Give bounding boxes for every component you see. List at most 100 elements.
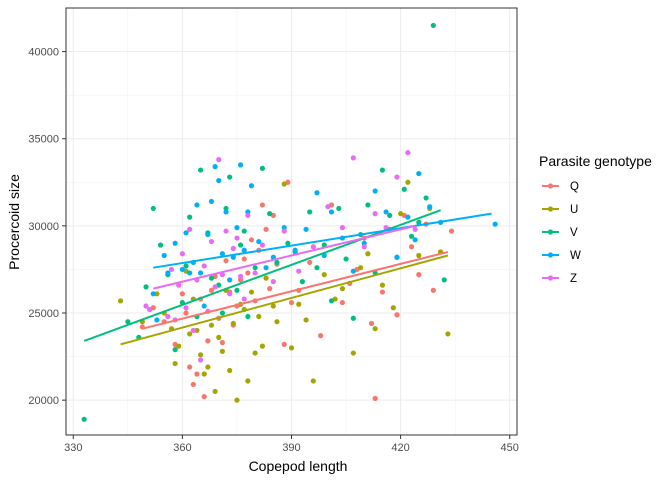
legend-label: Q [570, 181, 579, 193]
trend-line-q [142, 251, 449, 330]
point-q [408, 244, 415, 250]
point-z [143, 303, 149, 309]
point-w [256, 238, 262, 245]
point-u [248, 289, 255, 295]
y-tick-label: 20000 [28, 395, 59, 407]
point-z [241, 296, 247, 302]
point-u [390, 305, 396, 311]
trend-line-u [120, 254, 449, 346]
point-v [307, 209, 313, 215]
legend-item-w: W [542, 250, 581, 262]
point-w [372, 188, 378, 194]
x-tick-label: 360 [173, 442, 191, 454]
legend-item-z: Z [542, 273, 577, 285]
point-z [216, 157, 222, 163]
point-z [168, 266, 175, 273]
point-u [310, 378, 316, 384]
point-v [245, 313, 251, 320]
point-u [205, 364, 211, 370]
point-w [183, 230, 189, 236]
point-w [405, 214, 411, 220]
point-z [212, 284, 218, 290]
point-v [227, 174, 233, 180]
point-q [372, 395, 378, 401]
point-q [430, 287, 436, 293]
point-q [263, 226, 269, 232]
point-v [197, 167, 204, 173]
point-z [208, 238, 215, 245]
point-z [223, 228, 229, 234]
point-w [179, 266, 185, 273]
point-u [230, 320, 236, 327]
point-u [117, 298, 124, 304]
point-z [190, 327, 196, 334]
point-u [197, 352, 204, 358]
trend-line-z [153, 224, 416, 290]
point-z [234, 235, 240, 241]
point-q [194, 371, 200, 377]
point-z [165, 313, 171, 320]
point-w [205, 231, 211, 238]
point-u [187, 331, 193, 337]
point-u [212, 388, 218, 395]
point-u [252, 350, 258, 356]
point-z [147, 306, 153, 313]
point-w [263, 265, 269, 271]
point-q [339, 299, 346, 306]
point-u [296, 301, 302, 307]
legend-label: Z [570, 273, 577, 285]
point-v [183, 263, 189, 269]
point-q [241, 256, 247, 262]
point-w [201, 303, 207, 309]
point-q [201, 394, 207, 400]
point-w [161, 252, 167, 259]
point-w [241, 247, 247, 253]
point-z [350, 155, 356, 161]
point-u [339, 286, 346, 292]
point-z [296, 268, 302, 274]
point-v [208, 275, 215, 281]
point-v [441, 277, 447, 283]
point-w [197, 270, 204, 276]
point-w [212, 164, 218, 170]
point-u [358, 265, 364, 271]
point-w [150, 291, 156, 297]
point-u [263, 275, 269, 281]
x-tick-label: 390 [282, 442, 300, 454]
point-w [154, 317, 160, 323]
point-z [394, 174, 400, 180]
point-z [245, 212, 251, 218]
legend-item-u: U [542, 204, 578, 216]
point-q [394, 312, 400, 318]
point-q [379, 289, 386, 295]
point-z [230, 245, 236, 252]
grid [66, 8, 517, 435]
x-tick-label: 420 [391, 442, 409, 454]
point-w [172, 240, 178, 246]
point-u [303, 317, 309, 323]
point-w [248, 183, 255, 189]
point-v [241, 228, 247, 234]
point-w [394, 254, 400, 260]
legend-key-point [547, 183, 554, 189]
x-axis: 330 360 390 420 450 [64, 435, 519, 454]
legend-item-v: V [542, 227, 578, 239]
point-q [245, 270, 251, 276]
point-u [154, 291, 160, 297]
point-u [372, 326, 378, 332]
point-z [252, 270, 258, 276]
point-q [223, 258, 229, 264]
y-axis: 20000 25000 30000 35000 40000 [28, 47, 66, 407]
point-v [187, 214, 193, 220]
point-v [336, 205, 342, 212]
point-v [157, 242, 164, 248]
point-q [219, 340, 225, 346]
point-q [281, 341, 287, 347]
y-tick-label: 25000 [28, 308, 59, 320]
point-v [350, 315, 356, 321]
x-tick-label: 450 [501, 442, 519, 454]
point-u [219, 348, 225, 354]
